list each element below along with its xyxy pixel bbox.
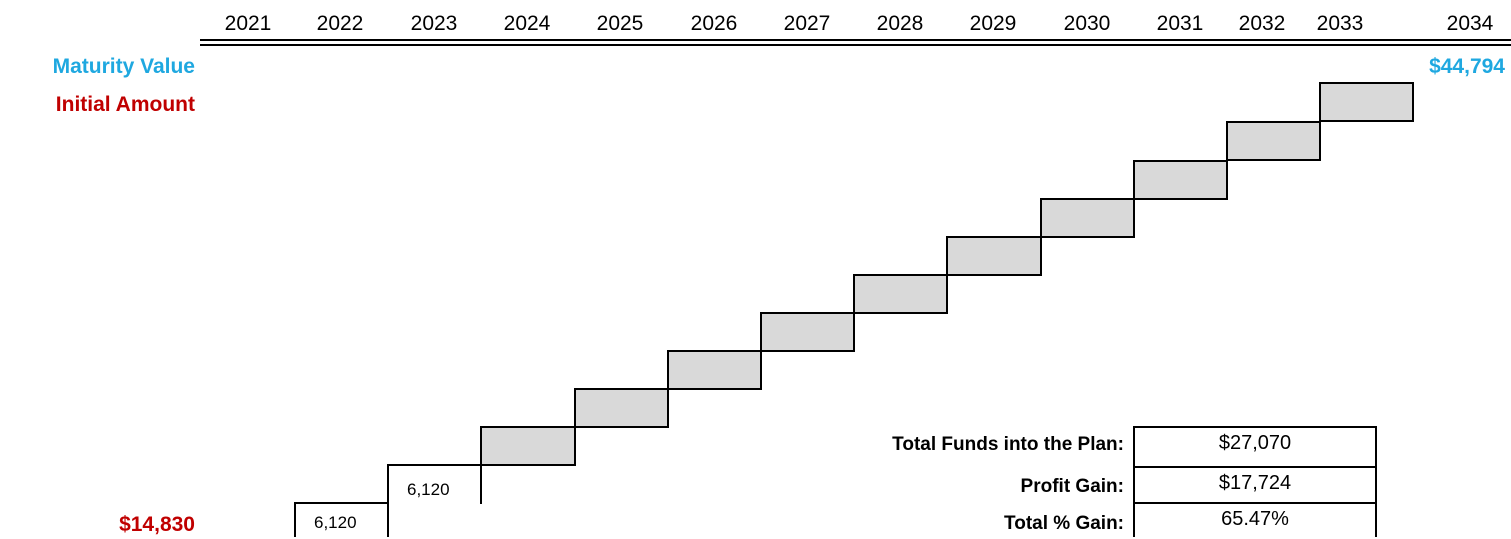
profit-gain-value: $17,724 — [1133, 466, 1377, 504]
step-bar-2022: 6,120 — [294, 502, 389, 537]
step-bar-2023: 6,120 — [387, 464, 482, 504]
header-rule-bottom — [200, 44, 1511, 46]
year-label-2029: 2029 — [969, 12, 1017, 35]
year-label-2031: 2031 — [1156, 12, 1204, 35]
step-value-label: 6,120 — [407, 480, 450, 499]
step-bar-2032 — [1226, 121, 1321, 161]
year-label-2023: 2023 — [410, 12, 458, 35]
year-label-2033: 2033 — [1316, 12, 1364, 35]
total-gain-label: Total % Gain: — [1004, 513, 1124, 534]
year-label-2022: 2022 — [316, 12, 364, 35]
total-funds-label: Total Funds into the Plan: — [892, 434, 1124, 455]
year-label-2034: 2034 — [1446, 12, 1494, 35]
step-bar-2029 — [946, 236, 1042, 276]
header-rule-top — [200, 39, 1511, 41]
year-label-2032: 2032 — [1238, 12, 1286, 35]
year-label-2026: 2026 — [690, 12, 738, 35]
initial-amount-value: $14,830 — [119, 513, 195, 536]
step-bar-2031 — [1133, 160, 1228, 200]
step-bar-2027 — [760, 312, 855, 352]
total-funds-value: $27,070 — [1133, 426, 1377, 468]
year-label-2028: 2028 — [876, 12, 924, 35]
step-bar-2024 — [480, 426, 576, 466]
maturity-value-label: Maturity Value — [52, 55, 195, 78]
year-label-2027: 2027 — [783, 12, 831, 35]
step-bar-2025 — [574, 388, 669, 428]
initial-amount-label: Initial Amount — [55, 93, 195, 116]
maturity-value-amount: $44,794 — [1429, 55, 1505, 78]
total-gain-value: 65.47% — [1133, 502, 1377, 537]
year-label-2024: 2024 — [503, 12, 551, 35]
step-value-label: 6,120 — [314, 513, 357, 532]
step-bar-2028 — [853, 274, 948, 314]
step-bar-2033 — [1319, 82, 1414, 122]
profit-gain-label: Profit Gain: — [1020, 476, 1124, 497]
year-label-2030: 2030 — [1063, 12, 1111, 35]
step-bar-2030 — [1040, 198, 1135, 238]
year-label-2021: 2021 — [224, 12, 272, 35]
year-label-2025: 2025 — [596, 12, 644, 35]
step-bar-2026 — [667, 350, 762, 390]
